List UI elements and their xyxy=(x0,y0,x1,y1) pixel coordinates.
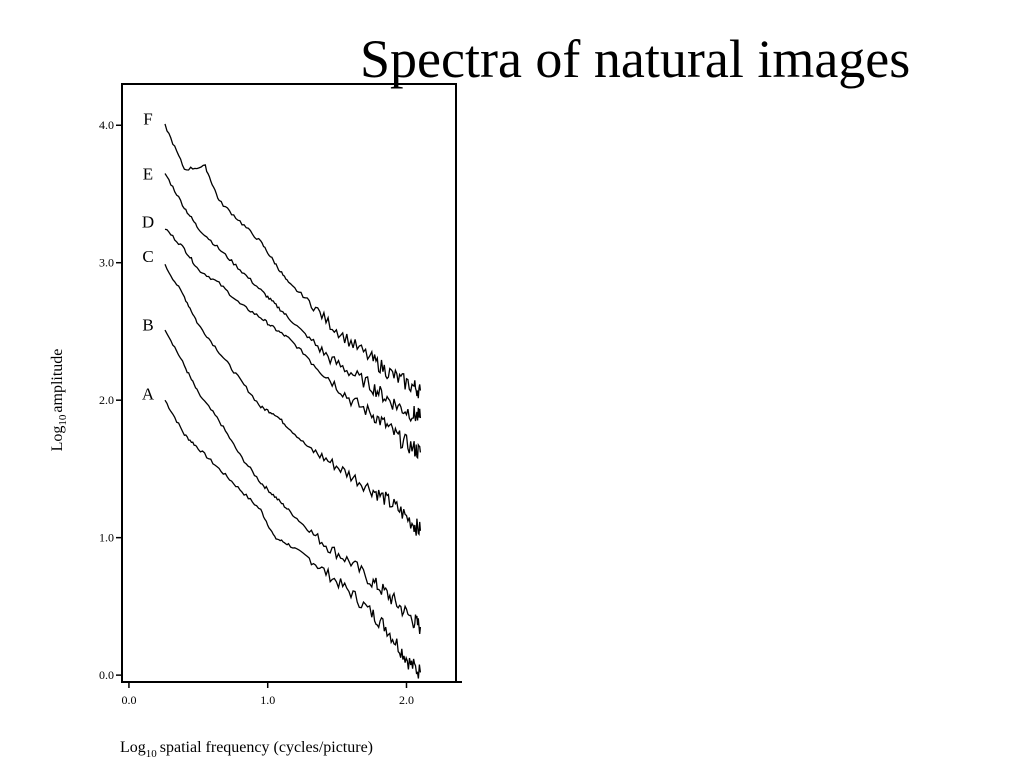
y-tick-label-0: 0.0 xyxy=(99,668,114,682)
x-tick-label-1: 1.0 xyxy=(260,693,275,707)
series-letter-F: F xyxy=(143,109,152,128)
series-letter-D: D xyxy=(142,212,154,231)
series-letter-B: B xyxy=(142,316,153,335)
x-tick-label-2: 2.0 xyxy=(399,693,414,707)
series-line-B xyxy=(164,329,422,634)
series-line-E xyxy=(164,173,422,423)
y-tick-label-2: 2.0 xyxy=(99,393,114,407)
y-axis-label-text: amplitude xyxy=(49,349,66,413)
y-tick-label-3: 3.0 xyxy=(99,256,114,270)
x-axis-label-prefix: Log xyxy=(120,739,146,756)
y-axis-label-subscript: 10 xyxy=(57,414,69,426)
series-line-C xyxy=(164,263,422,536)
y-tick-label-4: 4.0 xyxy=(99,118,114,132)
series-letter-E: E xyxy=(143,164,153,183)
series-line-D xyxy=(164,228,422,460)
ticks-layer: 0.0 1.0 2.0 3.0 4.0 0.0 1.0 2.0 xyxy=(99,118,414,707)
x-axis-label: Log10 spatial frequency (cycles/picture) xyxy=(120,739,373,760)
series-letter-C: C xyxy=(142,247,153,266)
series-line-A xyxy=(164,399,422,679)
slide-title: Spectra of natural images xyxy=(360,29,911,89)
x-tick-label-0: 0.0 xyxy=(121,693,136,707)
y-tick-label-1: 1.0 xyxy=(99,531,114,545)
series-layer xyxy=(164,123,422,679)
y-axis-label: Log10amplitude xyxy=(49,349,69,452)
x-axis-label-subscript: 10 xyxy=(146,748,158,760)
x-axis-label-text: spatial frequency (cycles/picture) xyxy=(160,739,373,756)
series-letters-layer: A B CD E F xyxy=(142,109,155,403)
series-line-F xyxy=(164,123,422,399)
series-letter-A: A xyxy=(142,384,155,403)
y-axis-label-prefix: Log xyxy=(49,426,66,452)
